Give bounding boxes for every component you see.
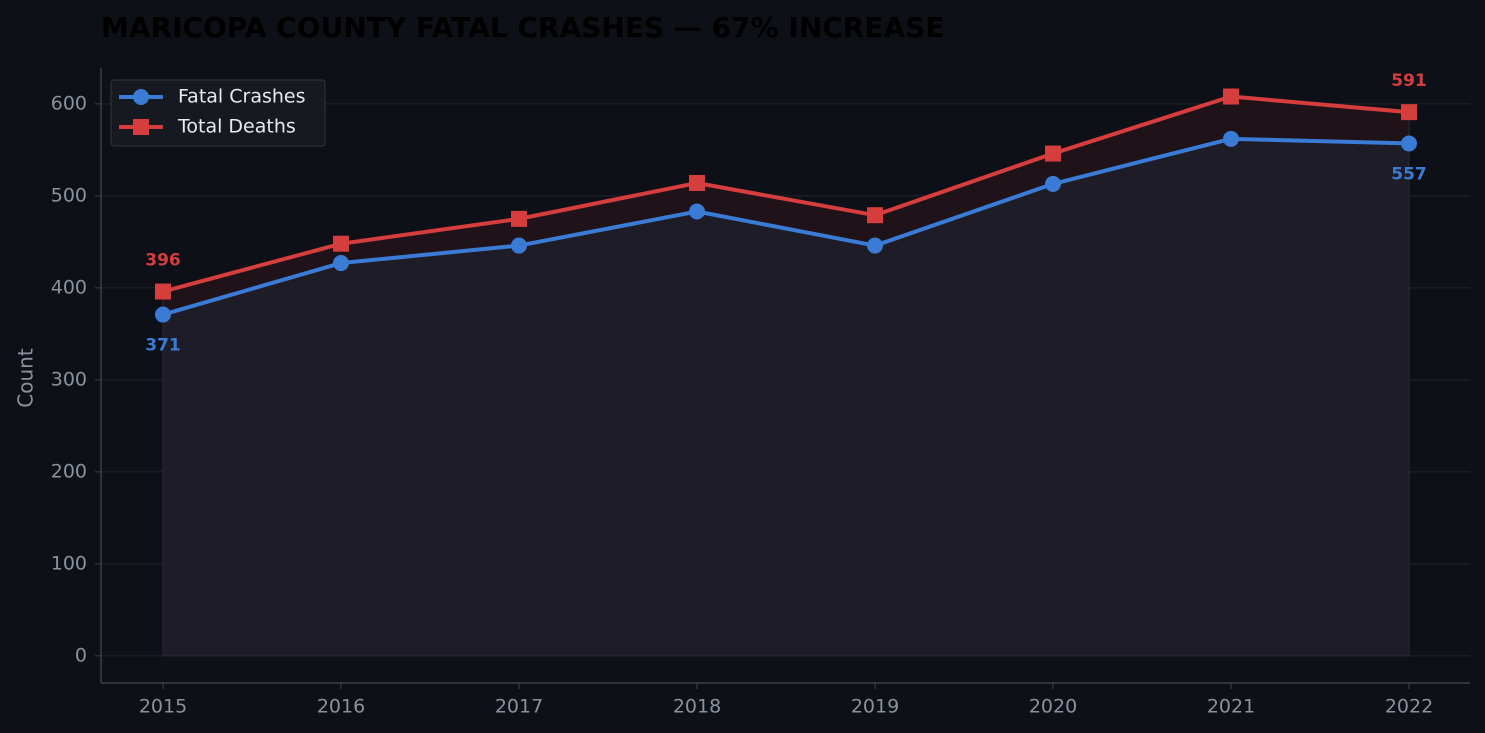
legend-box: [110, 79, 326, 147]
legend-marker: [133, 89, 149, 105]
x-tick-label: 2015: [139, 696, 187, 718]
y-tick-label: 0: [75, 644, 87, 666]
marker: [1045, 175, 1061, 192]
y-tick-label: 300: [51, 368, 87, 390]
legend-label: Fatal Crashes: [178, 86, 306, 108]
marker: [689, 174, 705, 191]
marker: [867, 207, 883, 224]
y-tick-label: 600: [51, 92, 87, 114]
x-tick-label: 2018: [673, 696, 721, 718]
x-tick-label: 2019: [851, 696, 899, 718]
marker: [1401, 104, 1417, 121]
marker: [155, 306, 171, 323]
marker: [333, 255, 349, 272]
marker: [689, 203, 705, 220]
data-label: 396: [145, 251, 181, 271]
marker: [155, 283, 171, 300]
y-tick-label: 500: [51, 184, 87, 206]
marker: [511, 237, 527, 254]
marker: [1223, 130, 1239, 147]
marker: [1401, 135, 1417, 152]
marker: [867, 237, 883, 254]
series-line: [162, 136, 1410, 317]
marker: [1045, 145, 1061, 162]
x-tick-label: 2017: [495, 696, 543, 718]
marker: [1223, 88, 1239, 105]
x-tick-label: 2021: [1207, 696, 1255, 718]
x-tick-label: 2020: [1029, 696, 1077, 718]
y-axis-label: Count: [14, 348, 38, 408]
y-tick-label: 100: [51, 552, 87, 574]
y-tick-label: 400: [51, 276, 87, 298]
legend-marker: [133, 119, 149, 135]
legend-label: Total Deaths: [177, 116, 296, 138]
marker: [333, 235, 349, 252]
marker: [511, 210, 527, 227]
y-tick-label: 200: [51, 460, 87, 482]
x-tick-label: 2022: [1385, 696, 1433, 718]
chart-title: MARICOPA COUNTY FATAL CRASHES — 67% INCR…: [101, 11, 944, 44]
data-label: 557: [1391, 164, 1427, 184]
data-label: 591: [1391, 71, 1427, 91]
x-tick-label: 2016: [317, 696, 365, 718]
series-line: [162, 94, 1410, 294]
data-label: 371: [145, 336, 181, 356]
